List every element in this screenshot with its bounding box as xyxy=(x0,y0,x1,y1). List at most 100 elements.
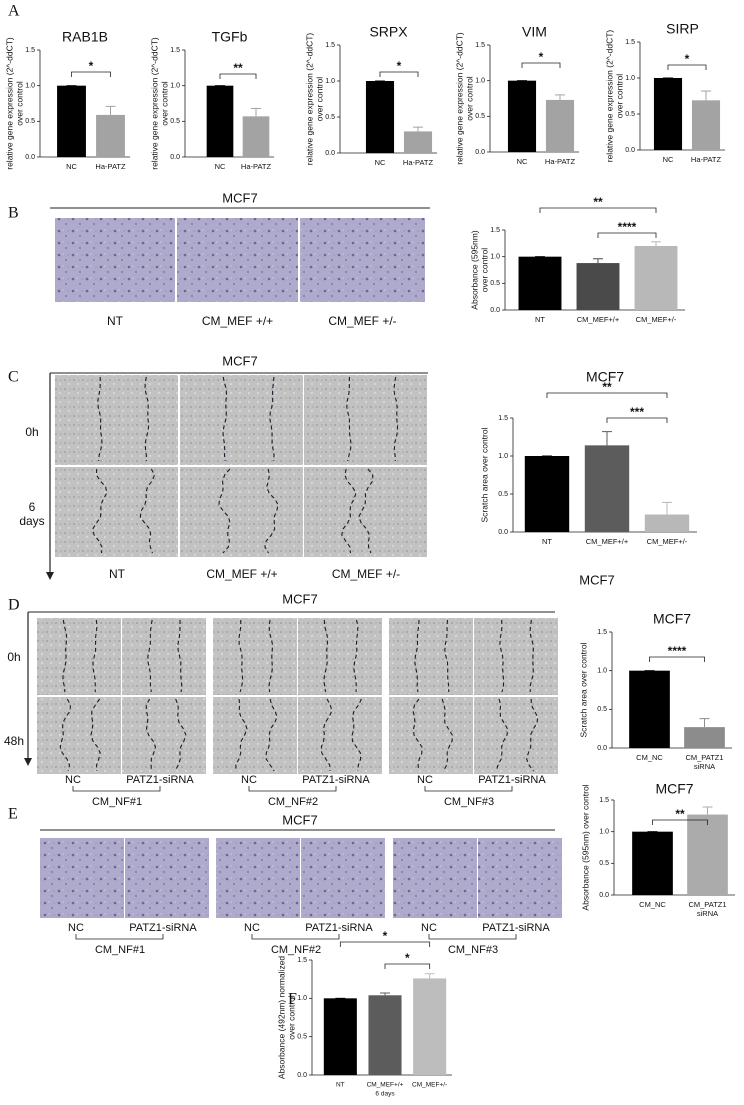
scratch-edge xyxy=(393,376,399,462)
bar xyxy=(413,978,447,1075)
y-tick-label: 0.0 xyxy=(498,529,508,536)
y-axis-label: relative gene expression (2^-ddCT) xyxy=(4,37,14,170)
scratch-edge xyxy=(177,619,183,693)
bar xyxy=(584,445,630,532)
scratch-edge xyxy=(444,619,450,692)
y-tick-label: 0.5 xyxy=(297,1034,307,1041)
error-bar xyxy=(602,431,612,446)
micrograph xyxy=(298,618,382,695)
significance-label: ** xyxy=(593,195,603,209)
chart-title: MCF7 xyxy=(586,369,624,385)
image-label: CM_MEF +/- xyxy=(328,314,396,328)
x-tick-label: CM_MEF+/- xyxy=(636,315,677,324)
bar xyxy=(644,514,690,532)
y-tick-label: 0.5 xyxy=(25,118,35,125)
bar xyxy=(403,131,433,153)
micrograph xyxy=(301,838,385,918)
micrograph xyxy=(393,838,477,918)
x-tick-label: CM_MEF+/+ xyxy=(367,1082,404,1089)
x-tick-label: CM_PATZ1 xyxy=(688,900,726,909)
y-tick-label: 0.0 xyxy=(25,154,35,161)
y-axis-label: relative gene expression (2^-ddCT) xyxy=(304,33,314,166)
error-bar xyxy=(251,107,261,117)
image-label: NT xyxy=(107,314,124,328)
x-tick-label: CM_MEF+/+ xyxy=(586,537,629,546)
y-axis-label: relative gene expression (2^-ddCT) xyxy=(454,32,464,165)
y-tick-label: 0.5 xyxy=(599,860,609,867)
scratch-edge xyxy=(412,698,423,772)
y-tick-label: 0.5 xyxy=(170,118,180,125)
panel-header: MCF7 xyxy=(282,812,317,827)
y-axis-label: over control xyxy=(314,77,324,122)
scratch-edge xyxy=(346,376,352,462)
y-tick-label: 1.5 xyxy=(599,797,609,804)
scratch-edge xyxy=(353,619,359,693)
bar xyxy=(57,85,86,157)
bar xyxy=(632,831,673,895)
micrograph xyxy=(389,697,473,774)
group-bracket xyxy=(251,934,340,940)
y-tick-label: 0.5 xyxy=(490,280,500,287)
significance-bracket xyxy=(606,417,668,423)
scratch-edge xyxy=(499,619,505,693)
scratch-edge xyxy=(238,619,244,693)
micrograph xyxy=(122,697,206,774)
error-bar xyxy=(593,258,603,264)
bar xyxy=(365,81,395,153)
bar xyxy=(687,814,728,895)
y-tick-label: 0.0 xyxy=(170,154,180,161)
chart-title: TGFb xyxy=(212,29,248,45)
error-bar xyxy=(662,501,672,515)
x-tick-label: CM_NC xyxy=(639,900,666,909)
chart-title: SRPX xyxy=(369,24,408,40)
image-label: PATZ1-siRNA xyxy=(129,922,197,934)
micrograph xyxy=(478,838,562,918)
panel-header: MCF7 xyxy=(579,572,614,587)
bar xyxy=(634,246,678,310)
y-tick-label: 1.5 xyxy=(297,957,307,964)
group-bracket xyxy=(72,786,161,792)
group-label: CM_NF#1 xyxy=(95,944,145,956)
y-tick-label: 0.5 xyxy=(597,706,607,713)
scratch-edge xyxy=(92,619,98,693)
x-tick-label: NT xyxy=(542,537,552,546)
x-tick-label: CM_MEF+/- xyxy=(647,537,688,546)
error-bar xyxy=(699,718,710,728)
bar xyxy=(653,78,683,150)
scratch-edge xyxy=(526,698,539,772)
y-tick-label: 0.5 xyxy=(325,114,335,121)
panel-letter: D xyxy=(8,597,20,614)
significance-label: * xyxy=(539,50,544,64)
significance-bracket xyxy=(652,819,708,825)
x-tick-label: 6 days xyxy=(375,1091,395,1098)
chart-title: VIM xyxy=(522,24,547,40)
significance-bracket xyxy=(379,71,419,77)
chart-title: RAB1B xyxy=(62,29,108,45)
bar xyxy=(323,998,357,1075)
bar xyxy=(524,456,570,532)
bar xyxy=(507,80,537,152)
group-label: CM_NF#3 xyxy=(448,944,498,956)
micrograph xyxy=(213,618,297,695)
image-label: CM_MEF +/+ xyxy=(206,567,277,581)
significance-label: * xyxy=(89,59,94,73)
significance-bracket xyxy=(521,62,561,68)
y-tick-label: 0.0 xyxy=(599,892,609,899)
y-axis-label: over control xyxy=(286,995,296,1040)
error-bar xyxy=(651,241,661,246)
error-bar xyxy=(701,90,711,101)
x-tick-label: NT xyxy=(336,1082,345,1089)
y-tick-label: 1.5 xyxy=(475,42,485,49)
significance-bracket xyxy=(71,71,111,77)
x-tick-label: NC xyxy=(663,155,674,164)
y-tick-label: 0.0 xyxy=(625,147,635,154)
scratch-edge xyxy=(358,468,374,554)
x-tick-label: Ha-PATZ xyxy=(241,162,272,171)
group-bracket xyxy=(428,934,517,940)
group-label: CM_NF#3 xyxy=(444,796,494,808)
x-tick-label: NC xyxy=(375,158,386,167)
y-tick-label: 0.5 xyxy=(498,491,508,498)
y-tick-label: 1.0 xyxy=(490,254,500,261)
micrograph xyxy=(37,618,121,695)
